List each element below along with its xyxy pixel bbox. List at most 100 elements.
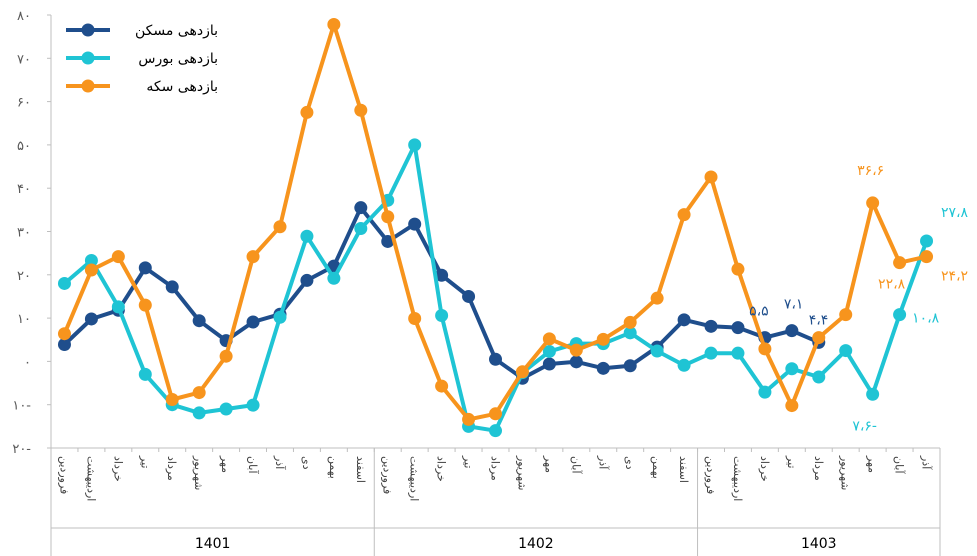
data-point: [731, 346, 745, 360]
x-tick-label: شهریور: [515, 455, 528, 490]
y-tick-label: ۰: [24, 355, 31, 370]
data-point: [731, 321, 745, 335]
data-point: [839, 308, 853, 322]
data-point: [327, 18, 341, 32]
data-point: [192, 406, 206, 420]
data-point: [111, 250, 125, 264]
data-point: [650, 344, 664, 358]
y-tick-label: ۶۰: [17, 96, 31, 111]
data-point: [84, 263, 98, 277]
data-point: [219, 349, 233, 363]
data-point: [111, 300, 125, 314]
data-point: [893, 256, 907, 270]
data-point: [57, 338, 71, 352]
data-point: [650, 291, 664, 305]
x-tick-label: اسفند: [354, 456, 367, 483]
y-tick-label: ۵۰: [17, 139, 31, 154]
data-point: [623, 326, 637, 340]
data-label: ۲۷،۸: [941, 205, 969, 221]
legend-marker: [81, 51, 95, 65]
x-tick-label: تیر: [785, 455, 798, 468]
legend-label: بازدهی مسکن: [135, 23, 218, 39]
data-point: [812, 331, 826, 345]
x-tick-label: شهریور: [839, 455, 852, 490]
data-point: [920, 234, 934, 248]
series-3: [57, 18, 934, 426]
data-point: [542, 357, 556, 371]
y-tick-label: ۲۰: [17, 269, 31, 284]
group-label: 1401: [195, 536, 231, 552]
data-label: ۷،۶-: [852, 418, 877, 434]
data-point: [192, 314, 206, 328]
data-point: [354, 201, 368, 215]
y-tick-label: ۸۰: [17, 9, 31, 24]
x-tick-label: بهمن: [327, 456, 340, 479]
data-point: [542, 332, 556, 346]
data-point: [381, 234, 395, 248]
data-point: [273, 220, 287, 234]
x-tick-label: آذر: [596, 455, 610, 470]
x-axis: فروردین اردیبهشت خرداد تیر مرداد شهریور مهر آبا…: [50, 448, 941, 556]
x-tick-label: اردیبهشت: [408, 456, 421, 501]
data-point: [219, 402, 233, 416]
data-point: [920, 250, 934, 264]
data-label: ۲۴،۲: [941, 269, 968, 285]
y-tick-label: ۲۰-: [12, 442, 31, 457]
data-point: [462, 412, 476, 426]
data-point: [596, 332, 610, 346]
data-point: [758, 342, 772, 356]
data-point: [704, 170, 718, 184]
x-tick-label: فروردین: [704, 456, 717, 494]
x-tick-label: اسفند: [677, 456, 690, 483]
data-label: ۴،۴: [809, 312, 829, 328]
data-point: [677, 313, 691, 327]
series-2: [57, 138, 934, 438]
group-label: 1403: [801, 536, 837, 552]
data-point: [623, 315, 637, 329]
x-tick-label: اردیبهشت: [84, 456, 97, 501]
data-point: [515, 365, 529, 379]
y-tick-label: ۱۰: [17, 312, 31, 327]
data-point: [138, 298, 152, 312]
data-point: [677, 208, 691, 222]
data-label: ۵،۵: [749, 304, 769, 320]
data-point: [489, 407, 502, 421]
x-tick-label: تیر: [138, 455, 151, 468]
data-point: [192, 386, 206, 400]
y-tick-label: ۳۰: [17, 226, 31, 241]
data-point: [138, 261, 152, 275]
x-tick-label: خرداد: [111, 456, 124, 482]
legend-marker: [81, 23, 95, 37]
data-point: [300, 105, 314, 119]
x-tick-label: مرداد: [165, 456, 178, 481]
data-point: [623, 359, 637, 373]
data-point: [785, 399, 799, 413]
x-tick-label: فروردین: [381, 456, 394, 494]
data-point: [165, 393, 179, 407]
legend-marker: [81, 79, 95, 93]
data-point: [435, 268, 449, 282]
data-point: [246, 398, 260, 412]
data-point: [785, 324, 799, 338]
data-point: [489, 352, 502, 366]
data-point: [408, 312, 422, 326]
x-tick-label: مهر: [219, 455, 232, 473]
x-tick-label: مرداد: [489, 456, 502, 481]
y-tick-label: ۷۰: [17, 52, 31, 67]
data-point: [138, 367, 152, 381]
series-1: [57, 201, 826, 385]
x-tick-label: دی: [300, 456, 313, 470]
data-point: [327, 271, 341, 285]
data-point: [704, 319, 718, 333]
data-point: [246, 315, 260, 329]
data-point: [435, 379, 449, 393]
data-point: [300, 273, 314, 287]
x-tick-label: خرداد: [758, 456, 771, 482]
data-label: ۱۰،۸: [912, 311, 940, 327]
data-label: ۲۲،۸: [878, 277, 906, 293]
legend-label: بازدهی سکه: [146, 79, 218, 95]
y-tick-label: ۱۰-: [12, 399, 31, 414]
group-label: 1402: [518, 536, 554, 552]
data-point: [462, 289, 476, 303]
